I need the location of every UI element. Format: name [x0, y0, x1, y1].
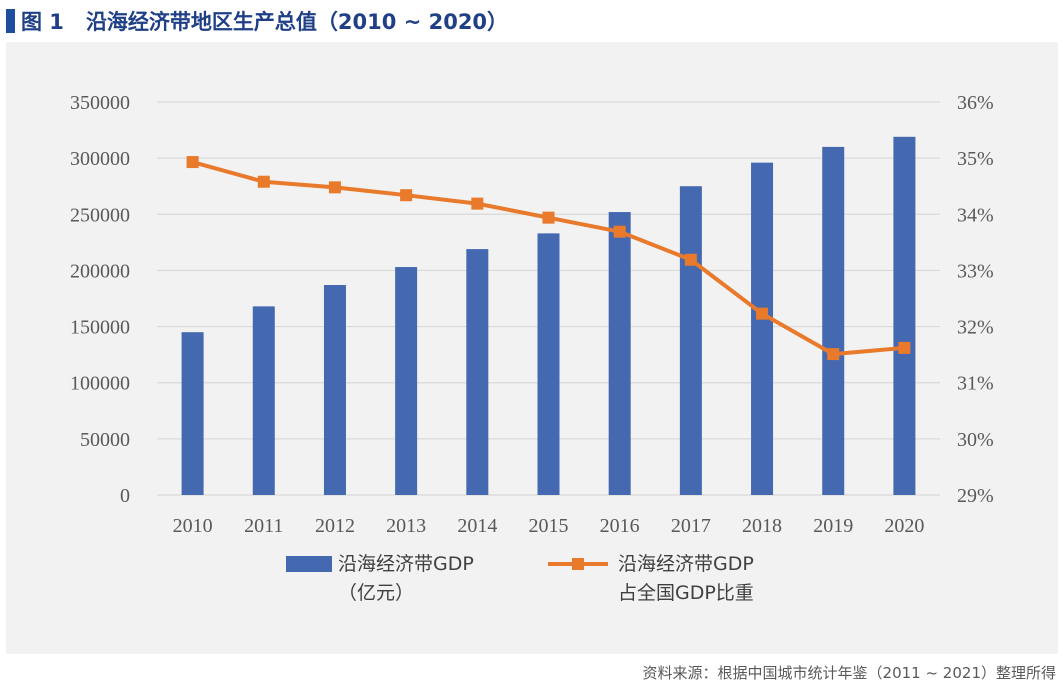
- left-tick-label: 200000: [70, 260, 130, 282]
- legend-bar-label: （亿元）: [338, 582, 414, 604]
- bar: [751, 162, 774, 496]
- left-tick-label: 350000: [70, 92, 130, 114]
- right-tick-label: 34%: [957, 204, 994, 226]
- figure-title-bar: 图 1 沿海经济带地区生产总值（2010 ~ 2020）: [6, 6, 508, 36]
- source-note: 资料来源：根据中国城市统计年鉴（2011 ~ 2021）整理所得: [642, 664, 1056, 682]
- left-tick-label: 100000: [70, 373, 130, 395]
- left-tick-label: 300000: [70, 148, 130, 170]
- figure-title: 沿海经济带地区生产总值（2010 ~ 2020）: [85, 10, 509, 34]
- right-axis-ticks: 29% 30% 31% 32% 33% 34% 35% 36%: [957, 92, 994, 507]
- line-marker: [400, 189, 413, 202]
- right-tick-label: 30%: [957, 429, 994, 451]
- bar: [679, 186, 702, 495]
- x-tick-label: 2016: [600, 515, 640, 537]
- right-tick-label: 36%: [957, 92, 994, 114]
- x-tick-label: 2011: [244, 515, 283, 537]
- x-tick-label: 2013: [386, 515, 426, 537]
- bar: [893, 136, 916, 495]
- right-tick-label: 29%: [957, 485, 994, 507]
- left-tick-label: 150000: [70, 317, 130, 339]
- legend-line-marker: [572, 558, 584, 570]
- bar-series: [181, 136, 916, 496]
- right-tick-label: 32%: [957, 317, 994, 339]
- bar: [395, 267, 418, 495]
- left-axis-ticks: 0 50000 100000 150000 200000 250000 300000 3500…: [70, 92, 130, 507]
- line-series: [186, 156, 911, 361]
- line-marker: [898, 341, 911, 354]
- legend-bar-swatch: [286, 556, 332, 572]
- right-tick-label: 31%: [957, 373, 994, 395]
- bar: [466, 249, 489, 495]
- x-tick-label: 2018: [742, 515, 782, 537]
- legend-line-label: 占全国GDP比重: [618, 582, 754, 604]
- x-tick-label: 2014: [457, 515, 497, 537]
- x-axis-ticks: 2010 2011 2012 2013 2014 2015 2016 2017 2018 2019…: [173, 515, 925, 537]
- bar: [537, 233, 560, 496]
- right-tick-label: 33%: [957, 260, 994, 282]
- left-tick-label: 50000: [80, 429, 130, 451]
- line-marker: [471, 197, 484, 210]
- legend-line-label: 沿海经济带GDP: [618, 553, 754, 575]
- x-tick-label: 2012: [315, 515, 355, 537]
- x-tick-label: 2015: [529, 515, 569, 537]
- bar: [323, 285, 346, 495]
- figure-number: 图 1: [21, 10, 64, 34]
- bar: [181, 332, 204, 495]
- line-marker: [257, 175, 270, 188]
- left-tick-label: 0: [120, 485, 130, 507]
- bar: [252, 306, 275, 495]
- line-marker: [827, 348, 840, 361]
- bar: [822, 146, 845, 495]
- x-tick-label: 2010: [173, 515, 213, 537]
- x-tick-label: 2019: [813, 515, 853, 537]
- bar: [608, 212, 631, 496]
- line-marker: [756, 307, 769, 320]
- legend: 沿海经济带GDP （亿元） 沿海经济带GDP 占全国GDP比重: [286, 553, 754, 604]
- line-marker: [186, 156, 199, 169]
- line-marker: [684, 253, 697, 266]
- left-tick-label: 250000: [70, 204, 130, 226]
- line-marker: [613, 225, 626, 238]
- line-marker: [542, 211, 555, 224]
- x-tick-label: 2020: [884, 515, 924, 537]
- title-marker: [6, 9, 15, 33]
- line-marker: [328, 181, 341, 194]
- right-tick-label: 35%: [957, 148, 994, 170]
- x-tick-label: 2017: [671, 515, 711, 537]
- legend-bar-label: 沿海经济带GDP: [338, 553, 474, 575]
